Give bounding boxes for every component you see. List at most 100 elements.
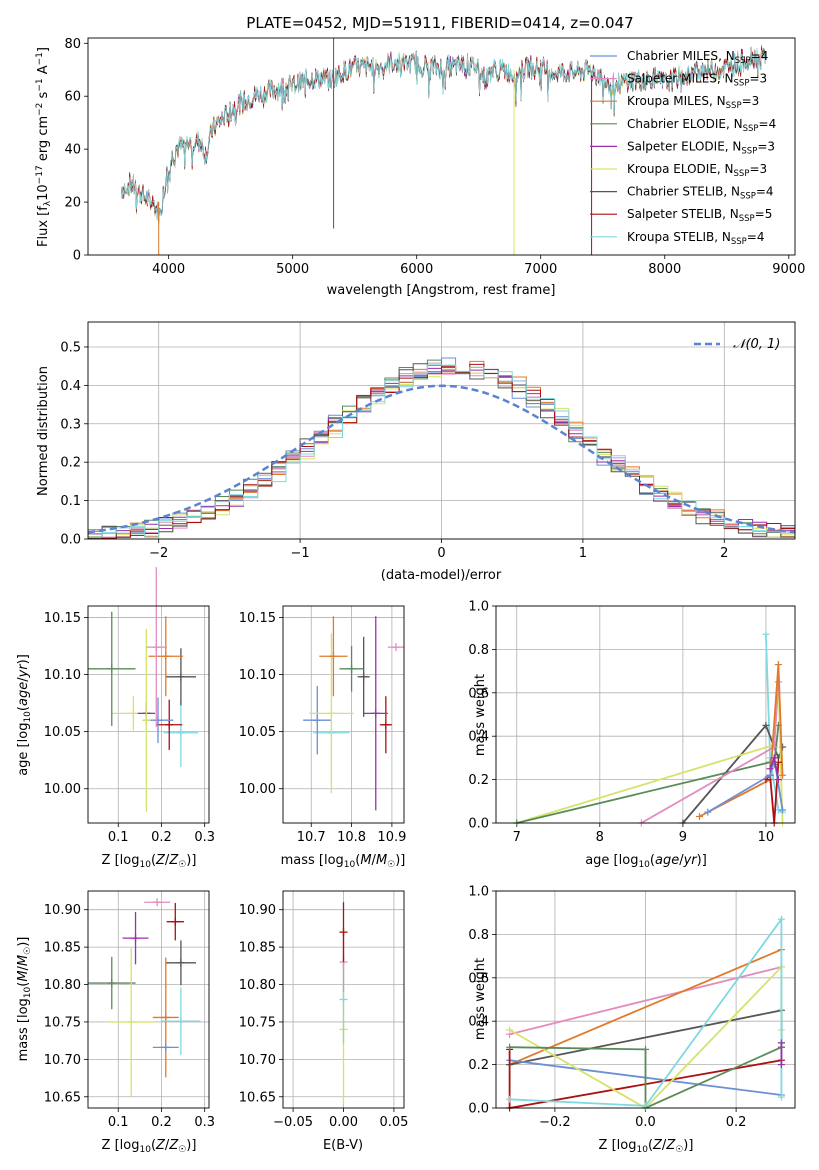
data-point-kroupa_miles [319,616,348,697]
normal-reference-curve [88,384,795,534]
mass-weight-vs-age-ylabel: mass weight [473,674,488,756]
age-vs-Z-ylabel: age [log10(age/yr)] [16,654,33,776]
data-point-salpeter_stelib [339,902,348,963]
y-tick-label: 0.2 [468,773,489,788]
residuals-panel: −2 −1 0 1 2 0.0 0.1 0.2 0.3 0.4 0.5 (data-model)/e… [36,321,796,583]
x-tick-label: 0.1 [108,1115,129,1130]
x-tick-label: 10.7 [297,830,326,845]
mass-vs-Z-ylabel: mass [log10(M/M☉)] [16,937,33,1062]
legend-label-kroupa_elodie: Kroupa ELODIE, NSSP=3 [627,162,767,179]
y-tick-label: 10.00 [239,782,276,797]
mass-vs-EBV-panel: −0.05 0.00 0.05 10.65 10.70 10.75 10.80 10.85 10… [239,890,408,1153]
x-tick-label: 7000 [524,262,557,277]
data-point-chabrier_elodie [88,611,136,726]
spectrum-lines [121,38,766,255]
x-tick-label: −1 [291,546,310,561]
mass-weight-vs-Z-plot: −0.2 0.0 0.2 0.0 0.2 0.4 0.6 0.8 1.0 [468,885,796,1130]
y-tick-label: 10.70 [44,1053,81,1068]
series-line [509,948,782,1066]
data-point-kroupa_stelib [161,987,201,1055]
data-point-salpeter_stelib [379,696,392,754]
x-tick-label: 9000 [772,262,805,277]
mass-vs-EBV-xlabel: E(B-V) [323,1138,363,1153]
legend-label-salpeter_stelib: Salpeter STELIB, NSSP=5 [627,207,772,224]
series-kroupa_elodie [513,678,787,827]
residuals-xlabel: (data-model)/error [381,568,502,583]
legend-label-salpeter_miles: Salpeter MILES, NSSP=3 [627,72,767,89]
y-tick-label: 10.00 [44,782,81,797]
data-point-salpeter_elodie [122,911,149,965]
legend-label-kroupa_stelib: Kroupa STELIB, NSSP=4 [627,230,765,247]
y-tick-label: 0.0 [468,1102,489,1117]
y-tick-label: 0.4 [468,1015,489,1030]
data-point-kroupa_elodie [309,633,354,794]
data-point-chabrier_stelib [165,648,197,706]
x-tick-label: 10.8 [337,830,366,845]
age-vs-Z-xlabel: Z [log10(Z/Z☉)] [102,853,197,870]
y-tick-label: 10.85 [44,941,81,956]
y-tick-label: 1.0 [468,885,489,900]
data-point-chabrier_elodie [88,956,136,1010]
axes-frame [87,605,210,824]
y-tick-label: 10.75 [44,1015,81,1030]
data-point-kroupa_miles [148,616,184,697]
y-tick-label: 60 [64,90,81,105]
y-tick-label: 20 [64,196,81,211]
y-tick-label: 10.80 [44,978,81,993]
legend-label-kroupa_miles: Kroupa MILES, NSSP=3 [627,94,759,111]
data-point-chabrier_miles [152,1043,179,1052]
x-tick-label: 10 [758,830,775,845]
y-tick-label: 0.5 [60,340,81,355]
mass-vs-EBV-plot: −0.05 0.00 0.05 10.65 10.70 10.75 10.80 10.85 10… [239,890,408,1130]
age-vs-mass-xlabel: mass [log10(M/M☉)] [281,853,406,870]
x-tick-label: 8 [596,830,604,845]
y-tick-label: 0.6 [468,686,489,701]
figure-title: PLATE=0452, MJD=51911, FIBERID=0414, z=0… [246,14,633,32]
x-tick-label: 0.0 [635,1115,656,1130]
x-tick-label: 9 [679,830,687,845]
x-tick-label: −0.05 [273,1115,313,1130]
series-line [509,916,783,1107]
spectrum-plot: 4000 5000 6000 7000 8000 9000 0 20 40 60 80 [64,37,805,277]
y-tick-label: 10.75 [239,1015,276,1030]
y-tick-label: 10.70 [239,1053,276,1068]
data-point-kroupa_miles [152,957,179,1078]
legend-label-chabrier_stelib: Chabrier STELIB, NSSP=4 [627,185,774,202]
series-salpeter_miles [637,678,782,827]
y-tick-label: 1.0 [468,600,489,615]
series-line [707,757,784,813]
series-line [509,966,782,1036]
data-point-salpeter_miles [145,567,168,728]
mass-weight-vs-Z-ylabel: mass weight [473,958,488,1040]
x-tick-label: 1 [579,546,587,561]
series-line [765,634,783,813]
spectrum-xlabel: wavelength [Angstrom, rest frame] [327,283,556,298]
x-tick-label: 0.00 [329,1115,358,1130]
residuals-legend: 𝒩(0, 1) [694,337,780,352]
legend-label-chabrier_elodie: Chabrier ELODIE, NSSP=4 [627,117,776,134]
series-line [516,725,780,824]
axes-frame [87,321,796,540]
y-tick-label: 10.10 [44,668,81,683]
age-vs-Z-plot: 0.1 0.2 0.3 10.00 10.05 10.10 10.15 [44,567,215,845]
y-tick-label: 0.0 [468,817,489,832]
spectrum-legend: Chabrier MILES, NSSP=4 Salpeter MILES, NS… [590,49,776,247]
y-tick-label: 10.90 [239,903,276,918]
mass-vs-Z-panel: 0.1 0.2 0.310.6510.7010.7510.8010.8510.90 … [16,890,215,1155]
axes-frame [282,605,405,824]
x-tick-label: −2 [149,546,168,561]
mass-vs-Z-xlabel: Z [log10(Z/Z☉)] [102,1138,197,1155]
legend-normal-label: 𝒩(0, 1) [733,337,780,352]
axes-frame [495,605,796,824]
residuals-plot: −2 −1 0 1 2 0.0 0.1 0.2 0.3 0.4 0.5 [60,321,796,561]
data-point-salpeter_stelib [166,902,184,941]
age-vs-Z-panel: 0.1 0.2 0.3 10.00 10.05 10.10 10.15 Z [log10(Z… [16,567,215,870]
age-vs-mass-plot: 10.7 10.8 10.9 10.00 10.05 10.10 10.15 [239,605,406,845]
y-tick-label: 0.1 [60,494,81,509]
y-tick-label: 40 [64,143,81,158]
y-tick-label: 10.80 [239,978,276,993]
y-tick-label: 10.15 [239,611,276,626]
y-tick-label: 0.6 [468,971,489,986]
x-tick-label: 10.9 [377,830,406,845]
